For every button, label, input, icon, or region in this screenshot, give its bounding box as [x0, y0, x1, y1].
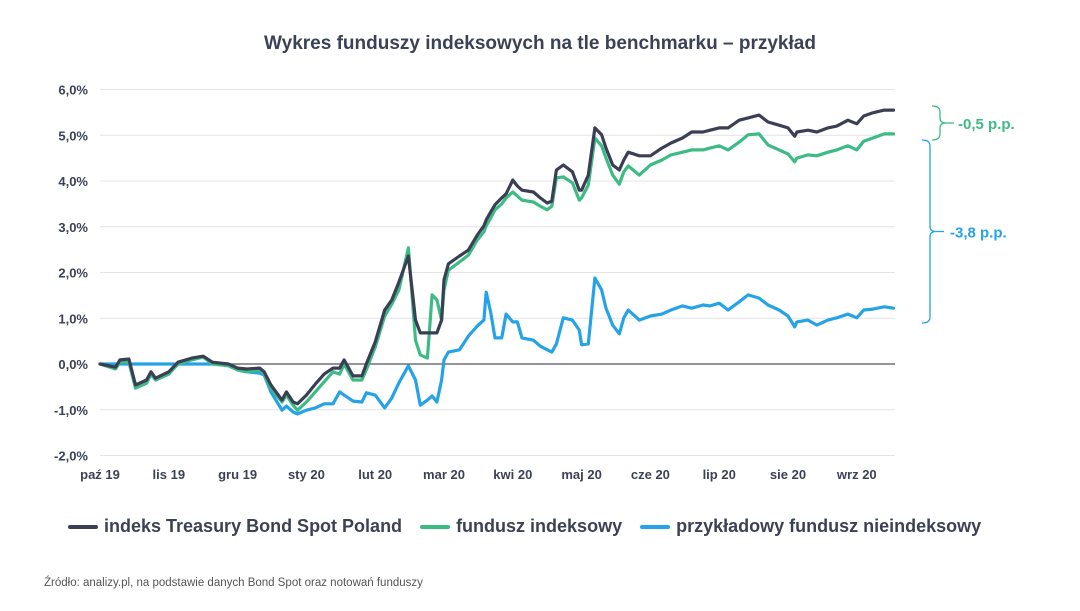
bracket-large — [921, 139, 937, 324]
legend-label: fundusz indeksowy — [456, 516, 623, 536]
x-tick-label: maj 20 — [561, 467, 601, 482]
x-tick-label: lis 19 — [153, 467, 186, 482]
chart-title: Wykres funduszy indeksowych na tle bench… — [264, 33, 816, 54]
legend-swatch — [420, 524, 451, 529]
y-axis: 6,0% 5,0% 4,0% 3,0% 2,0% 1,0% 0,0% -1,0% -2,0% — [54, 83, 88, 464]
x-tick-label: lut 20 — [358, 467, 392, 482]
series-line — [98, 276, 896, 416]
annotations: -0,5 p.p. -3,8 p.p. — [921, 105, 1015, 324]
source-note: Źródło: analizy.pl, na podstawie danych … — [44, 577, 423, 589]
annotation-label: -3,8 p.p. — [950, 225, 1007, 242]
x-tick-label: lip 20 — [703, 467, 736, 482]
x-tick-label: sty 20 — [288, 467, 325, 482]
y-tick-label: -1,0% — [54, 403, 88, 418]
y-tick-label: 0,0% — [58, 357, 88, 372]
legend-swatch — [68, 524, 98, 529]
x-tick-label: sie 20 — [770, 467, 806, 482]
x-tick-label: kwi 20 — [493, 467, 532, 482]
y-tick-label: 2,0% — [58, 266, 88, 281]
series-line — [98, 108, 896, 406]
legend-label: indeks Treasury Bond Spot Poland — [104, 516, 403, 536]
x-axis: paź 19 lis 19 gru 19 sty 20 lut 20 mar 20 kwi … — [80, 467, 877, 482]
x-tick-label: paź 19 — [80, 467, 120, 482]
y-tick-label: 1,0% — [58, 311, 88, 326]
legend-item-non-index-fund: przykładowy fundusz nieindeksowy — [640, 516, 981, 537]
x-tick-label: mar 20 — [423, 467, 465, 482]
y-tick-label: 3,0% — [58, 220, 88, 235]
legend-swatch — [640, 524, 671, 529]
legend: indeks Treasury Bond Spot Poland fundusz… — [68, 516, 999, 537]
y-tick-label: 4,0% — [58, 174, 88, 189]
y-tick-label: -2,0% — [54, 449, 88, 464]
legend-item-benchmark: indeks Treasury Bond Spot Poland — [68, 516, 402, 537]
y-tick-label: 5,0% — [58, 128, 88, 143]
x-tick-label: wrz 20 — [836, 467, 877, 482]
x-tick-label: gru 19 — [218, 467, 257, 482]
bracket-small — [931, 105, 947, 141]
grid — [100, 89, 895, 456]
legend-label: przykładowy fundusz nieindeksowy — [676, 516, 982, 536]
annotation-label: -0,5 p.p. — [958, 116, 1015, 133]
series-lines — [98, 108, 896, 416]
y-tick-label: 6,0% — [58, 83, 88, 98]
legend-item-index-fund: fundusz indeksowy — [420, 516, 622, 537]
x-tick-label: cze 20 — [631, 467, 670, 482]
